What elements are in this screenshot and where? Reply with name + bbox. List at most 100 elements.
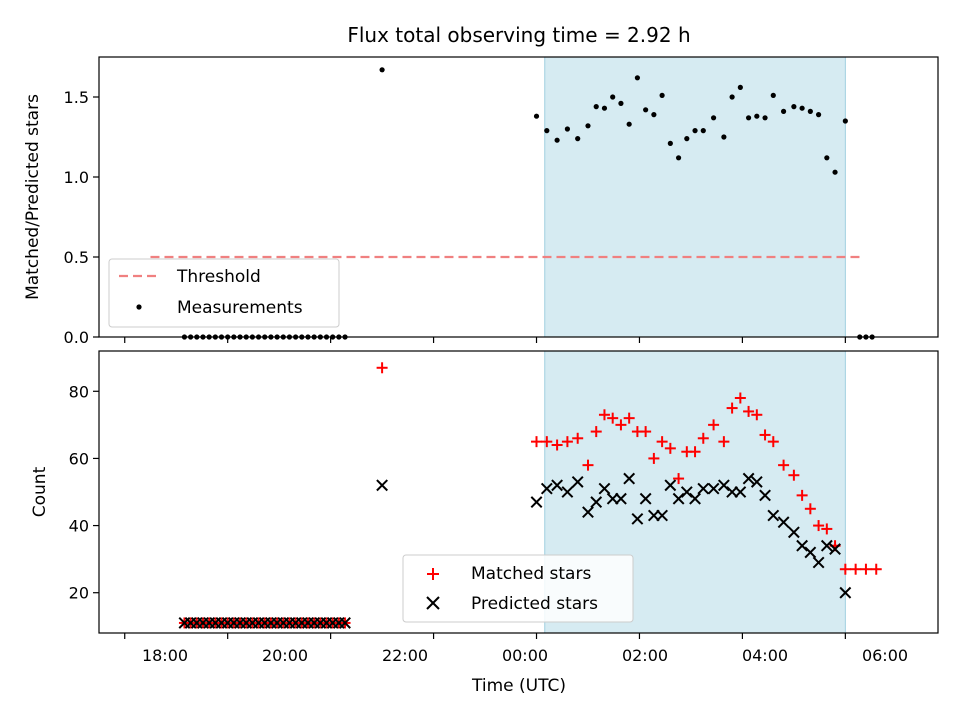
matched-star-point	[648, 452, 660, 464]
matched-star-point	[804, 503, 816, 515]
measurement-point	[815, 112, 822, 118]
measurement-point	[832, 169, 838, 175]
predicted-star-point	[804, 546, 817, 559]
predicted-star-point	[767, 509, 780, 522]
predicted-star-point	[707, 482, 720, 495]
measurement-point	[745, 115, 752, 121]
measurement-point	[593, 104, 599, 110]
measurement-point	[554, 137, 560, 143]
matched-star-point	[850, 563, 862, 575]
bottom-x-ticks: 18:00 20:00 22:00 00:00 02:00 04:00 06:00	[124, 633, 908, 665]
legend-predicted-swatch	[426, 596, 440, 610]
predicted-star-point	[697, 482, 710, 495]
y-tick-label: 80	[69, 382, 89, 401]
matched-star-point	[821, 523, 833, 535]
measurement-point	[675, 155, 682, 161]
legend-matched-label: Matched stars	[471, 564, 591, 584]
matched-star-point	[590, 426, 602, 438]
matched-star-point	[778, 459, 790, 471]
matched-star-point	[708, 419, 720, 431]
x-tick-label: 20:00	[262, 646, 308, 665]
measurement-point	[692, 128, 698, 134]
measurement-point	[799, 105, 805, 111]
predicted-star-point	[590, 496, 603, 508]
measurement-point	[634, 75, 641, 81]
measurement-point	[754, 113, 760, 119]
matched-star-point	[656, 436, 668, 448]
measurement-point	[533, 113, 540, 119]
legend-measurements-swatch	[136, 304, 142, 310]
measurement-point	[737, 84, 743, 90]
measurement-point	[601, 105, 608, 111]
predicted-star-point	[615, 492, 627, 505]
matched-star-point	[813, 520, 825, 532]
predicted-star-point	[571, 476, 584, 488]
predicted-star-point	[734, 486, 747, 498]
x-tick-label: 02:00	[622, 646, 668, 665]
legend-predicted-label: Predicted stars	[471, 594, 598, 614]
predicted-star-point	[540, 482, 553, 495]
measurement-point	[762, 115, 768, 121]
predicted-star-point	[664, 479, 677, 492]
y-tick-label: 40	[69, 517, 89, 536]
y-tick-label: 0.5	[64, 248, 89, 267]
predicted-star-point	[598, 482, 611, 495]
predicted-star-point	[623, 472, 636, 485]
chart-title: Flux total observing time = 2.92 h	[347, 23, 690, 47]
predicted-star-point	[689, 492, 701, 505]
bottom-y-ticks: 20 40 60 80	[69, 382, 99, 603]
x-tick-label: 22:00	[382, 646, 428, 665]
matched-star-point	[623, 412, 635, 424]
x-tick-label: 06:00	[862, 646, 908, 665]
matched-star-point	[759, 429, 771, 441]
bottom-y-axis-label: Count	[30, 466, 50, 517]
matched-star-point	[615, 419, 627, 431]
measurement-point	[791, 104, 797, 110]
bottom-axes-frame	[98, 350, 939, 634]
measurement-point	[770, 92, 776, 98]
x-axis-label: Time (UTC)	[471, 676, 566, 696]
measurement-point	[824, 155, 830, 161]
bottom-legend-box	[402, 554, 634, 623]
bottom-legend: Matched stars Predicted stars	[402, 554, 634, 623]
y-tick-label: 60	[69, 449, 89, 468]
measurement-point	[659, 92, 665, 98]
matched-star-point	[751, 409, 763, 421]
matched-star-point	[561, 436, 573, 448]
predicted-star-point	[750, 476, 763, 488]
measurement-point	[610, 94, 616, 100]
predicted-star-point	[839, 586, 852, 599]
matched-star-point	[607, 412, 619, 424]
legend-measurements-label: Measurements	[177, 298, 303, 318]
top-legend-box	[108, 258, 340, 328]
predicted-star-point	[631, 512, 644, 525]
predicted-star-point	[812, 556, 825, 569]
measurement-point	[651, 112, 657, 118]
x-tick-label: 04:00	[742, 646, 788, 665]
top-y-ticks: 0.0 0.5 1.0 1.5	[64, 88, 99, 347]
legend-threshold-label: Threshold	[176, 267, 261, 287]
matched-star-point	[743, 405, 755, 417]
measurement-point	[684, 136, 690, 142]
predicted-star-point	[680, 486, 693, 498]
x-tick-label: 18:00	[142, 646, 188, 665]
predicted-star-point	[656, 509, 669, 522]
top-axes-frame	[98, 56, 939, 338]
x-tick-label: 00:00	[502, 646, 548, 665]
matched-star-point	[572, 432, 584, 444]
measurement-point	[842, 118, 848, 124]
matched-star-point	[541, 436, 553, 448]
measurement-point	[643, 107, 649, 113]
predicted-star-point	[759, 489, 771, 502]
measurement-point	[575, 136, 581, 142]
predicted-star-point	[551, 479, 564, 492]
measurement-point	[544, 128, 550, 134]
matched-star-point	[640, 426, 652, 438]
top-shaded-span	[544, 56, 846, 338]
predicted-star-point	[742, 472, 755, 485]
matched-star-point	[531, 436, 543, 448]
matched-star-point	[734, 392, 746, 404]
y-tick-label: 1.0	[64, 168, 89, 187]
matched-star-point	[718, 436, 730, 448]
